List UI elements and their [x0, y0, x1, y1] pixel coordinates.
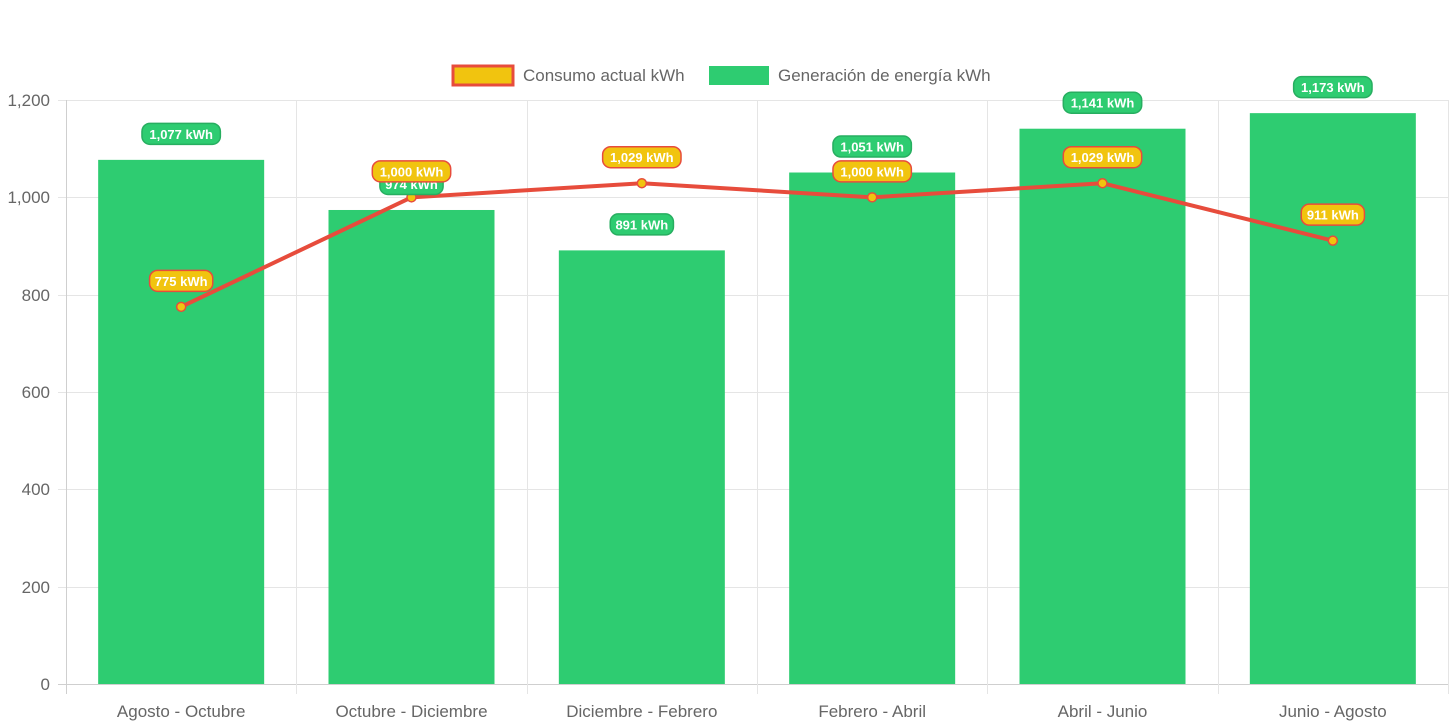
x-tick-label: Diciembre - Febrero	[566, 702, 717, 721]
y-tick-label: 800	[22, 286, 50, 305]
bar-data-label: 891 kWh	[609, 213, 675, 236]
line-point[interactable]	[636, 177, 648, 189]
legend: Consumo actual kWh Generación de energía…	[451, 64, 991, 87]
line-data-label-text: 911 kWh	[1307, 208, 1359, 223]
x-tick-label: Junio - Agosto	[1279, 702, 1387, 721]
y-tick-label: 1,200	[7, 91, 50, 110]
line-series	[175, 177, 1339, 313]
line-data-label-bg	[148, 269, 214, 293]
line-data-labels: 775 kWh 1,000 kWh 1,029 kWh 1,000 kWh 1,029 …	[148, 145, 1366, 293]
x-axis-ticks: Agosto - Octubre Octubre - Diciembre Dicie…	[117, 702, 1387, 721]
bar[interactable]	[98, 159, 265, 685]
line-data-label-text: 1,029 kWh	[1071, 150, 1135, 165]
bar-data-label: 1,173 kWh	[1292, 75, 1373, 99]
legend-item-consumo[interactable]: Consumo actual kWh	[451, 64, 685, 87]
legend-item-generacion[interactable]: Generación de energía kWh	[709, 66, 991, 85]
bar-data-label-bg	[609, 213, 675, 236]
y-tick-label: 600	[22, 383, 50, 402]
x-tick-label: Abril - Junio	[1058, 702, 1148, 721]
line-data-label-text: 775 kWh	[155, 274, 208, 289]
bar-data-label: 1,077 kWh	[141, 122, 222, 146]
bar-data-label-text: 1,077 kWh	[149, 127, 213, 142]
bar-data-label-text: 1,141 kWh	[1071, 96, 1135, 111]
legend-swatch-consumo	[451, 64, 515, 87]
line-data-label: 1,000 kWh	[832, 160, 913, 183]
legend-label-consumo: Consumo actual kWh	[523, 66, 685, 85]
line-data-label: 911 kWh	[1300, 203, 1366, 226]
bar[interactable]	[1249, 113, 1416, 684]
x-tick-label: Febrero - Abril	[818, 702, 926, 721]
line-data-label-bg	[601, 145, 682, 169]
bar-data-label: 1,141 kWh	[1062, 91, 1143, 114]
bar-data-label-bg	[141, 122, 222, 146]
bar[interactable]	[558, 250, 725, 684]
y-tick-label: 200	[22, 578, 50, 597]
bar-data-label-bg	[1062, 91, 1143, 114]
line-data-label: 1,029 kWh	[1062, 145, 1143, 169]
line-data-label-bg	[371, 160, 452, 183]
line-data-label: 775 kWh	[148, 269, 214, 293]
bar[interactable]	[789, 172, 956, 684]
bar-data-label-text: 1,051 kWh	[840, 140, 904, 155]
line-point[interactable]	[175, 301, 187, 313]
x-tick-label: Agosto - Octubre	[117, 702, 246, 721]
line-data-label-text: 1,000 kWh	[380, 164, 444, 179]
consumo-line	[180, 181, 1334, 309]
bar-data-label: 1,051 kWh	[832, 135, 913, 158]
y-tick-label: 0	[41, 675, 50, 694]
bar-data-label-text: 891 kWh	[615, 217, 668, 232]
legend-label-generacion: Generación de energía kWh	[778, 66, 991, 85]
grid-lines	[58, 100, 1449, 694]
line-point[interactable]	[1097, 177, 1108, 189]
line-data-label-bg	[1300, 203, 1366, 226]
x-tick-label: Octubre - Diciembre	[335, 702, 487, 721]
bar-data-label-text: 1,173 kWh	[1301, 80, 1365, 95]
line-data-label-text: 1,000 kWh	[840, 164, 904, 179]
line-data-label-bg	[1062, 145, 1143, 169]
legend-swatch-generacion	[709, 66, 769, 85]
line-data-label-text: 1,029 kWh	[610, 150, 674, 165]
bar-data-label-bg	[1292, 75, 1373, 99]
line-data-label-bg	[832, 160, 913, 183]
bar[interactable]	[1019, 128, 1186, 685]
y-tick-label: 1,000	[7, 188, 50, 207]
line-point[interactable]	[1327, 235, 1339, 246]
line-point[interactable]	[866, 192, 878, 203]
line-data-label: 1,000 kWh	[371, 160, 452, 183]
line-data-label: 1,029 kWh	[601, 145, 682, 169]
y-tick-label: 400	[22, 480, 50, 499]
bar-data-label-bg	[832, 135, 913, 158]
y-axis-ticks: 0 200 400 600 800 1,000 1,200	[7, 91, 50, 694]
bar[interactable]	[328, 209, 495, 684]
